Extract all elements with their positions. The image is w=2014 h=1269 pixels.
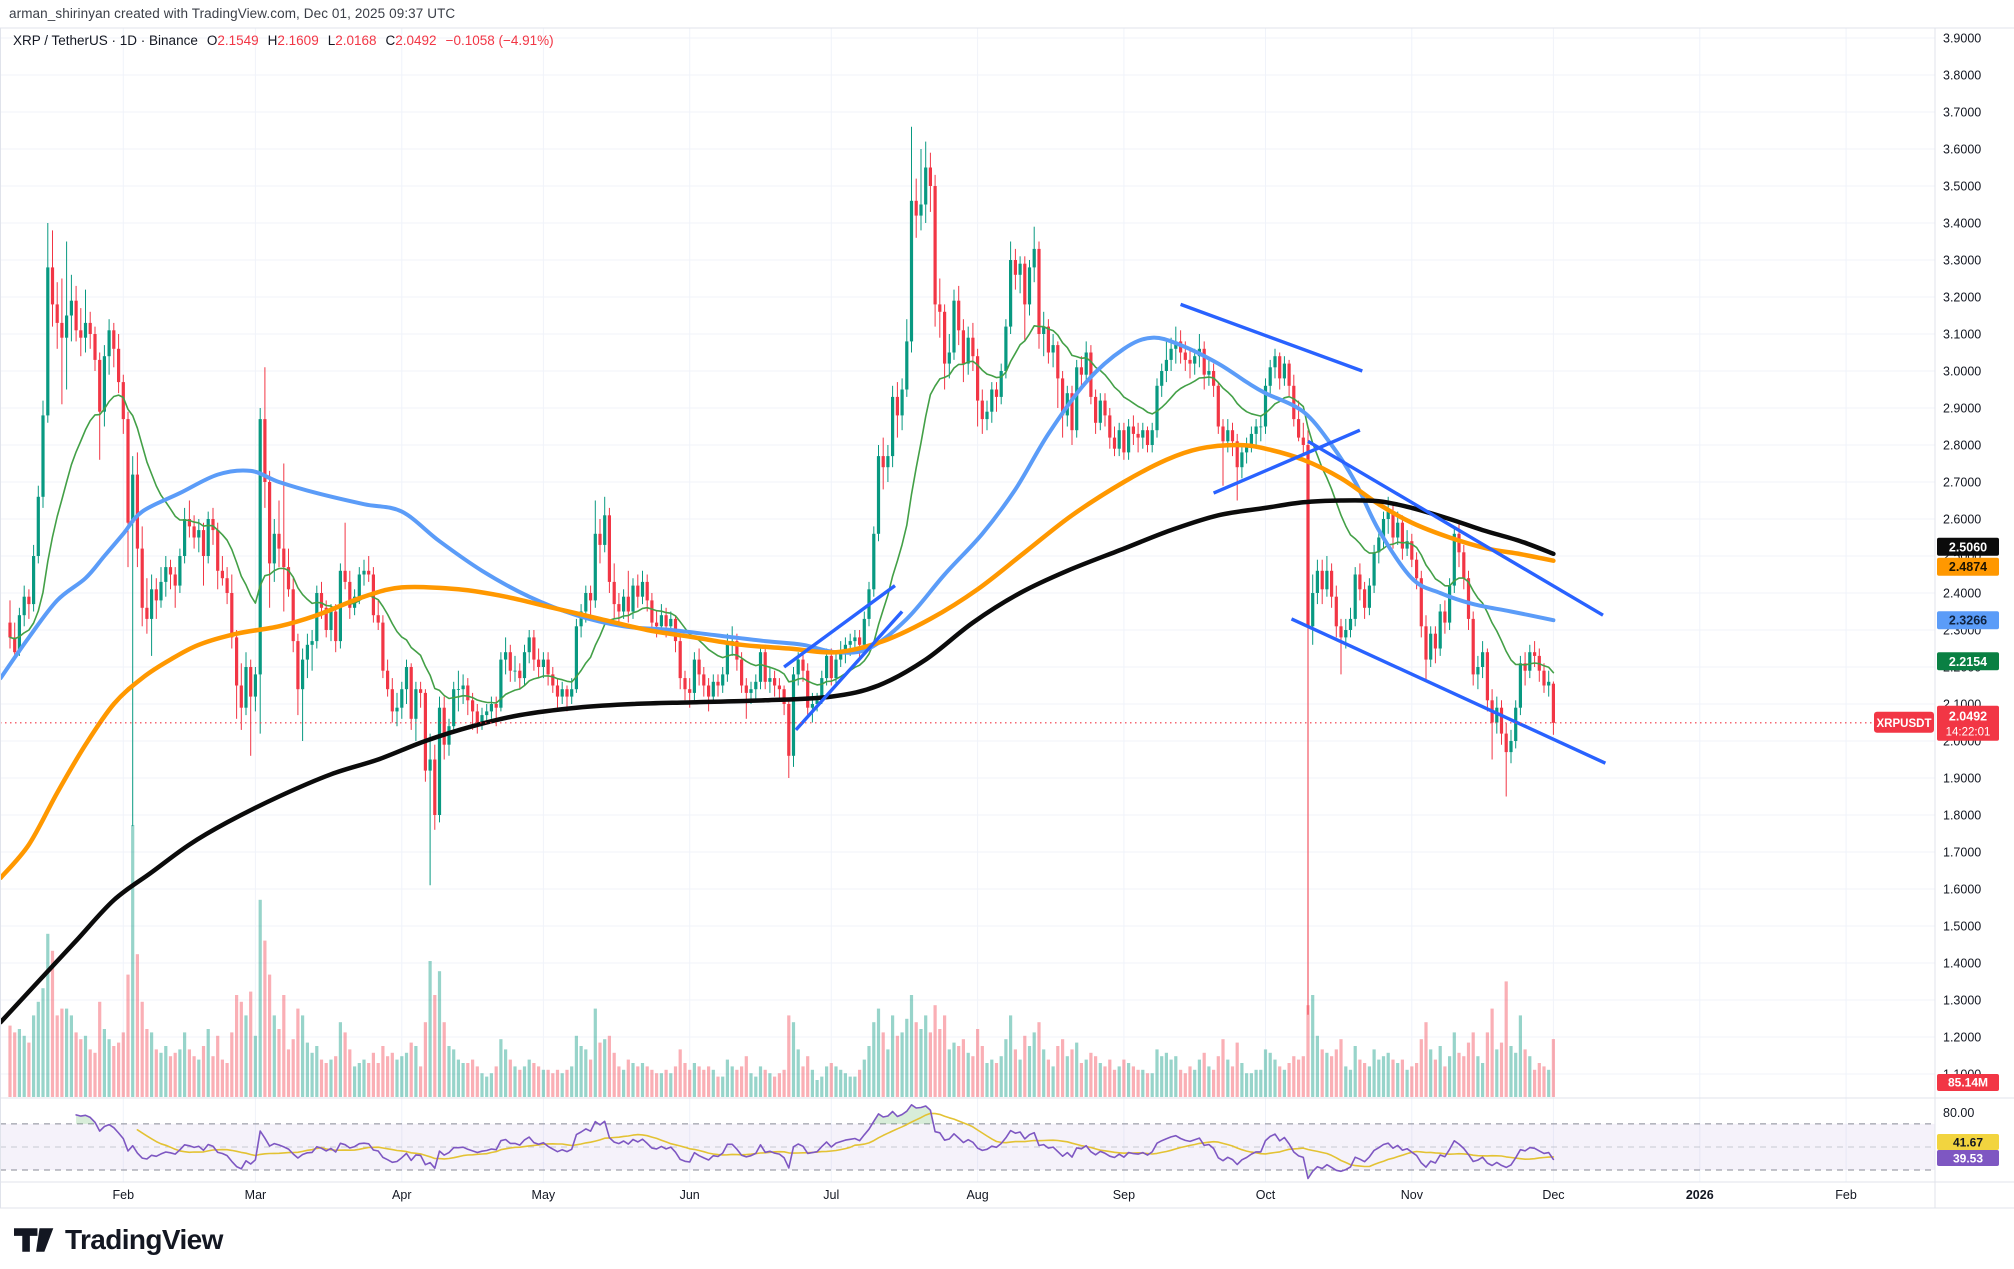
candlesticks bbox=[8, 126, 1555, 1015]
trendline-sep-wedge-lower[interactable] bbox=[1212, 428, 1361, 495]
svg-text:3.4000: 3.4000 bbox=[1943, 217, 1981, 231]
svg-text:3.2000: 3.2000 bbox=[1943, 291, 1981, 305]
svg-text:Nov: Nov bbox=[1401, 1188, 1424, 1202]
ma50-line[interactable] bbox=[0, 335, 1556, 681]
rsi-badge: 39.53 bbox=[1937, 1150, 1999, 1166]
ma-fast-line[interactable] bbox=[9, 325, 1555, 704]
svg-text:41.67: 41.67 bbox=[1953, 1136, 1983, 1150]
svg-text:80.00: 80.00 bbox=[1943, 1106, 1974, 1120]
svg-text:2.4000: 2.4000 bbox=[1943, 587, 1981, 601]
ma100-line[interactable] bbox=[0, 442, 1556, 881]
volume-badge: 85.14M bbox=[1937, 1074, 1999, 1091]
svg-text:1.8000: 1.8000 bbox=[1943, 809, 1981, 823]
svg-text:1.6000: 1.6000 bbox=[1943, 883, 1981, 897]
price-line-symbol-pill: XRPUSDT bbox=[1874, 711, 1934, 733]
trendline-channel-lower[interactable] bbox=[1290, 617, 1607, 765]
ma-fast-badge: 2.2154 bbox=[1937, 652, 1999, 671]
change-value: −0.1058 (−4.91%) bbox=[445, 33, 554, 48]
symbol-header[interactable]: XRP / TetherUS · 1D · Binance O2.1549 H2.1… bbox=[13, 33, 554, 48]
svg-text:Apr: Apr bbox=[392, 1188, 411, 1202]
rsi-line[interactable] bbox=[75, 1104, 1555, 1180]
svg-text:2.5060: 2.5060 bbox=[1949, 540, 1987, 554]
ohlc-value: 2.1549 bbox=[217, 33, 259, 48]
svg-text:XRPUSDT: XRPUSDT bbox=[1877, 718, 1932, 730]
svg-text:Dec: Dec bbox=[1542, 1188, 1564, 1202]
svg-text:1.3000: 1.3000 bbox=[1943, 994, 1981, 1008]
svg-text:Oct: Oct bbox=[1256, 1188, 1276, 1202]
svg-text:2.9000: 2.9000 bbox=[1943, 402, 1981, 416]
svg-text:2.8000: 2.8000 bbox=[1943, 439, 1981, 453]
svg-text:1.4000: 1.4000 bbox=[1943, 957, 1981, 971]
ohlc-label: C bbox=[385, 33, 396, 48]
tradingview-icon bbox=[14, 1228, 54, 1252]
trendline-june-channel-lower[interactable] bbox=[794, 610, 904, 732]
svg-text:3.8000: 3.8000 bbox=[1943, 69, 1981, 83]
svg-text:Sep: Sep bbox=[1113, 1188, 1135, 1202]
svg-text:May: May bbox=[532, 1188, 556, 1202]
ohlc-value: 2.0492 bbox=[395, 33, 437, 48]
volume-bars bbox=[8, 825, 1555, 1097]
attribution-text: arman_shirinyan created with TradingView… bbox=[9, 6, 456, 21]
svg-text:39.53: 39.53 bbox=[1953, 1152, 1983, 1166]
trendline-channel-upper[interactable] bbox=[1307, 439, 1604, 617]
ma-200-badge: 2.5060 bbox=[1937, 537, 1999, 556]
ma200-line[interactable] bbox=[0, 498, 1556, 1025]
svg-text:1.7000: 1.7000 bbox=[1943, 846, 1981, 860]
symbol-title[interactable]: XRP / TetherUS · 1D · Binance bbox=[13, 33, 198, 48]
tradingview-logo-text: TradingView bbox=[65, 1224, 223, 1255]
svg-text:3.9000: 3.9000 bbox=[1943, 32, 1981, 46]
svg-text:2.6000: 2.6000 bbox=[1943, 513, 1981, 527]
svg-text:3.1000: 3.1000 bbox=[1943, 328, 1981, 342]
ma-50-badge: 2.3266 bbox=[1937, 611, 1999, 630]
svg-text:14:22:01: 14:22:01 bbox=[1946, 726, 1991, 738]
svg-text:2.3266: 2.3266 bbox=[1949, 614, 1987, 628]
svg-text:3.0000: 3.0000 bbox=[1943, 365, 1981, 379]
svg-text:2.0492: 2.0492 bbox=[1949, 709, 1987, 723]
rsi-ma-line[interactable] bbox=[136, 1112, 1555, 1168]
time-axis[interactable]: Feb Mar Apr May Jun Jul Aug Sep Oct Nov Dec 2026 Feb bbox=[113, 1188, 1857, 1202]
svg-text:Aug: Aug bbox=[966, 1188, 988, 1202]
svg-text:3.7000: 3.7000 bbox=[1943, 106, 1981, 120]
ohlc-values: O2.1549 H2.1609 L2.0168 C2.0492 −0.1058 (−4.… bbox=[198, 33, 554, 48]
ohlc-label: H bbox=[267, 33, 278, 48]
trendline-june-channel-upper[interactable] bbox=[783, 584, 897, 669]
trendline-sep-wedge-upper[interactable] bbox=[1180, 302, 1363, 373]
svg-text:Jun: Jun bbox=[680, 1188, 700, 1202]
tradingview-logo[interactable]: TradingView bbox=[14, 1222, 223, 1258]
svg-text:3.6000: 3.6000 bbox=[1943, 143, 1981, 157]
svg-text:2026: 2026 bbox=[1686, 1188, 1714, 1202]
svg-text:Mar: Mar bbox=[245, 1188, 267, 1202]
svg-text:1.9000: 1.9000 bbox=[1943, 772, 1981, 786]
pane-frame bbox=[0, 27, 2014, 1209]
svg-text:85.14M: 85.14M bbox=[1948, 1076, 1988, 1090]
svg-text:3.3000: 3.3000 bbox=[1943, 254, 1981, 268]
rsi-band bbox=[0, 1123, 1935, 1171]
svg-text:Feb: Feb bbox=[113, 1188, 135, 1202]
ohlc-label: O bbox=[206, 33, 218, 48]
rsi-ma-badge: 41.67 bbox=[1937, 1134, 1999, 1150]
current-price-badge: 2.0492 14:22:01 bbox=[1937, 705, 1999, 741]
svg-text:1.2000: 1.2000 bbox=[1943, 1031, 1981, 1045]
svg-text:2.7000: 2.7000 bbox=[1943, 476, 1981, 490]
svg-text:2.4874: 2.4874 bbox=[1949, 560, 1987, 574]
ohlc-value: 2.1609 bbox=[277, 33, 319, 48]
ma-100-badge: 2.4874 bbox=[1937, 557, 1999, 576]
svg-text:2.2154: 2.2154 bbox=[1949, 655, 1987, 669]
svg-text:1.5000: 1.5000 bbox=[1943, 920, 1981, 934]
grid-lines bbox=[0, 28, 1935, 1182]
svg-text:3.5000: 3.5000 bbox=[1943, 180, 1981, 194]
svg-text:Feb: Feb bbox=[1835, 1188, 1857, 1202]
ohlc-label: L bbox=[327, 33, 336, 48]
ohlc-value: 2.0168 bbox=[335, 33, 377, 48]
svg-text:Jul: Jul bbox=[823, 1188, 839, 1202]
